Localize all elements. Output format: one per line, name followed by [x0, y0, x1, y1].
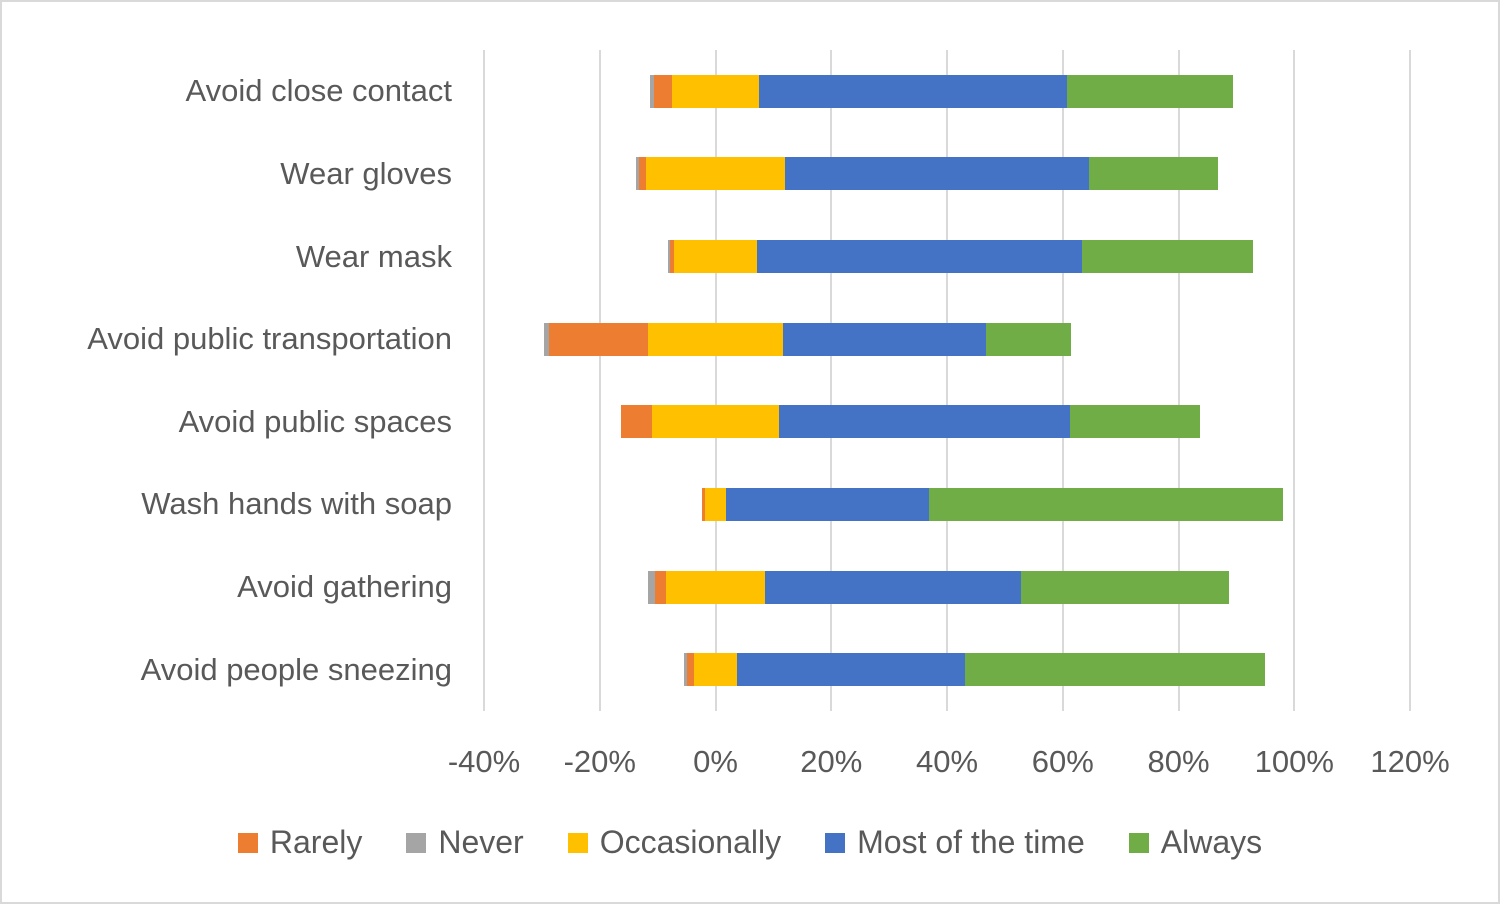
x-tick-label: 60% — [1031, 744, 1094, 779]
bar-segment-most-of-the-time — [756, 240, 1082, 274]
category-label-wear-gloves: Wear gloves — [280, 155, 452, 191]
legend-item-always: Always — [1128, 824, 1263, 861]
legend-item-most-of-the-time: Most of the time — [825, 824, 1085, 861]
bar-segment-never — [683, 653, 687, 687]
bar-segment-most-of-the-time — [784, 157, 1089, 191]
category-label-wash-hands-with-soap: Wash hands with soap — [141, 486, 452, 522]
gridline — [1177, 50, 1180, 711]
category-label-avoid-public-transportation: Avoid public transportation — [87, 321, 452, 357]
x-tick-label: 0% — [693, 744, 738, 779]
legend-marker-occasionally-icon — [567, 832, 588, 853]
bar-segment-rarely — [654, 570, 666, 604]
bar-segment-rarely — [620, 405, 652, 439]
bar-segment-always — [1088, 157, 1219, 191]
bar-segment-never — [648, 570, 655, 604]
category-label-avoid-public-spaces: Avoid public spaces — [178, 403, 452, 439]
bar-segment-occasionally — [705, 487, 726, 521]
gridline — [830, 50, 833, 711]
legend-marker-always-icon — [1128, 832, 1149, 853]
x-tick-label: 100% — [1254, 744, 1334, 779]
legend-label: Never — [438, 824, 524, 860]
legend-item-rarely: Rarely — [237, 824, 363, 861]
bar-segment-most-of-the-time — [736, 653, 965, 687]
legend-marker-never-icon — [406, 832, 427, 853]
bar-segment-rarely — [549, 322, 649, 356]
bar-segment-rarely — [653, 74, 673, 108]
bar-segment-occasionally — [672, 74, 759, 108]
legend-label: Most of the time — [857, 824, 1085, 860]
legend-label: Occasionally — [599, 824, 782, 860]
bar-segment-occasionally — [648, 322, 783, 356]
x-tick-label: 40% — [915, 744, 979, 779]
legend-label: Always — [1160, 824, 1263, 860]
bar-segment-most-of-the-time — [725, 487, 929, 521]
bar-segment-most-of-the-time — [779, 405, 1071, 439]
gridline — [1409, 50, 1411, 711]
gridline — [598, 50, 601, 711]
x-tick-label: 120% — [1370, 744, 1450, 779]
bar-segment-most-of-the-time — [782, 322, 987, 356]
bar-segment-most-of-the-time — [765, 570, 1022, 604]
legend-marker-most-of-the-time-icon — [825, 832, 846, 853]
bar-segment-rarely — [670, 240, 675, 274]
bar-segment-always — [928, 487, 1283, 521]
x-tick-label: -20% — [563, 744, 636, 779]
x-tick-label: 20% — [800, 744, 863, 779]
bar-segment-always — [1066, 74, 1233, 108]
gridline — [714, 50, 717, 711]
gridline — [1061, 50, 1064, 711]
bar-segment-never — [543, 322, 550, 356]
bar-segment-never — [636, 157, 639, 191]
category-label-avoid-people-sneezing: Avoid people sneezing — [140, 651, 452, 687]
bar-segment-occasionally — [674, 240, 757, 274]
bar-segment-never — [650, 74, 654, 108]
bar-segment-always — [1021, 570, 1229, 604]
gridline — [1293, 50, 1296, 711]
bar-segment-occasionally — [651, 405, 780, 439]
x-tick-label: 80% — [1147, 744, 1210, 779]
category-label-wear-mask: Wear mask — [295, 238, 452, 274]
legend-label: Rarely — [269, 824, 363, 860]
category-label-avoid-gathering: Avoid gathering — [237, 569, 452, 605]
category-label-avoid-close-contact: Avoid close contact — [185, 73, 452, 109]
bar-segment-most-of-the-time — [758, 74, 1067, 108]
bar-segment-rarely — [701, 487, 706, 521]
bar-segment-rarely — [638, 157, 647, 191]
bar-segment-always — [964, 653, 1265, 687]
bar-segment-always — [1070, 405, 1201, 439]
gridline — [946, 50, 948, 711]
bar-segment-rarely — [686, 653, 695, 687]
bar-segment-occasionally — [665, 570, 766, 604]
legend-marker-rarely-icon — [237, 832, 258, 853]
x-tick-label: -40% — [447, 744, 521, 779]
bar-segment-always — [1081, 240, 1253, 274]
bar-segment-occasionally — [646, 157, 785, 191]
legend-item-occasionally: Occasionally — [567, 824, 782, 861]
bar-segment-occasionally — [694, 653, 737, 687]
gridline — [483, 50, 485, 711]
legend-item-never: Never — [406, 824, 524, 861]
legend: Rarely Never Occasionally Most of the time A… — [2, 824, 1498, 861]
bar-segment-always — [986, 322, 1071, 356]
bar-segment-never — [668, 240, 671, 274]
